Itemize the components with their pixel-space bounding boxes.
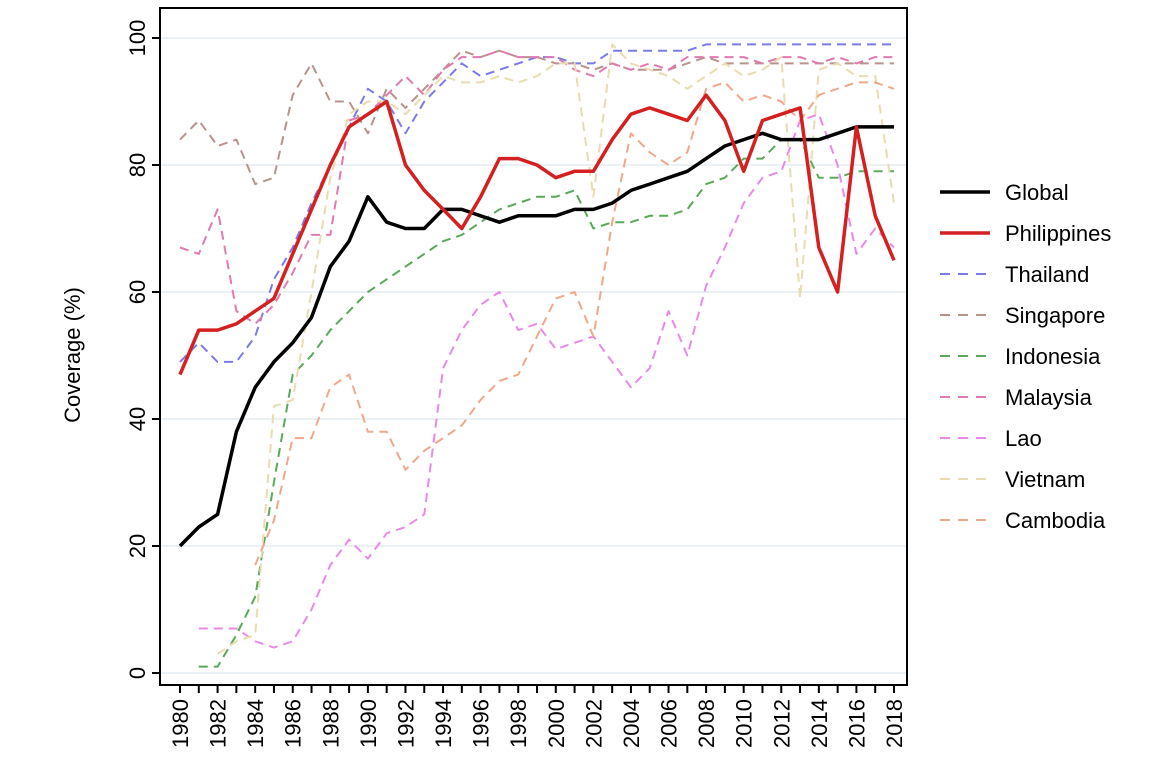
legend-label-singapore: Singapore (1005, 303, 1105, 328)
x-tick-label: 1994 (431, 699, 456, 748)
legend-label-vietnam: Vietnam (1005, 467, 1085, 492)
y-axis-title: Coverage (%) (60, 287, 85, 423)
series-line-malaysia (179, 49, 894, 325)
series-line-philippines (178, 93, 896, 376)
plot-frame (159, 7, 908, 686)
x-tick-label: 1982 (206, 699, 231, 748)
x-tick-label: 1986 (281, 699, 306, 748)
x-tick-label: 1980 (168, 699, 193, 748)
legend-label-malaysia: Malaysia (1005, 385, 1093, 410)
y-tick-label: 100 (125, 20, 150, 57)
x-tick-label: 2012 (769, 699, 794, 748)
series-line-global (178, 125, 894, 548)
legend-label-philippines: Philippines (1005, 221, 1111, 246)
x-tick-label: 1996 (469, 699, 494, 748)
x-tick-label: 1990 (356, 699, 381, 748)
series-lines (178, 43, 896, 668)
series-line-thailand (179, 43, 894, 363)
x-tick-label: 2000 (544, 699, 569, 748)
x-tick-label: 1988 (318, 699, 343, 748)
legend-label-lao: Lao (1005, 426, 1042, 451)
x-tick-label: 2016 (844, 699, 869, 748)
x-tick-label: 2014 (807, 699, 832, 748)
legend-label-thailand: Thailand (1005, 262, 1089, 287)
series-line-singapore (179, 49, 894, 186)
x-tick-label: 2004 (619, 699, 644, 748)
x-tick-label: 1998 (506, 699, 531, 748)
x-tick-label: 2010 (732, 699, 757, 748)
x-tick-label: 2006 (657, 699, 682, 748)
legend: Global Philippines Thailand Singapore Indone… (940, 180, 1111, 533)
y-tick-label: 40 (125, 407, 150, 431)
legend-label-global: Global (1005, 180, 1069, 205)
axes: 0 20 40 60 80 100 1980 1982 1984 1986 1988 1990 1992… (125, 7, 908, 748)
x-tick-label: 2008 (694, 699, 719, 748)
x-tick-label: 2018 (882, 699, 907, 748)
y-tick-label: 80 (125, 153, 150, 177)
series-line-cambodia (254, 81, 895, 566)
series-line-vietnam (217, 43, 895, 655)
x-tick-label: 2002 (581, 699, 606, 748)
x-tick-label: 1992 (393, 699, 418, 748)
y-tick-label: 0 (125, 667, 150, 679)
y-tick-label: 20 (125, 534, 150, 558)
legend-label-cambodia: Cambodia (1005, 508, 1106, 533)
x-tick-label: 1984 (243, 699, 268, 748)
legend-label-indonesia: Indonesia (1005, 344, 1101, 369)
y-tick-label: 60 (125, 280, 150, 304)
